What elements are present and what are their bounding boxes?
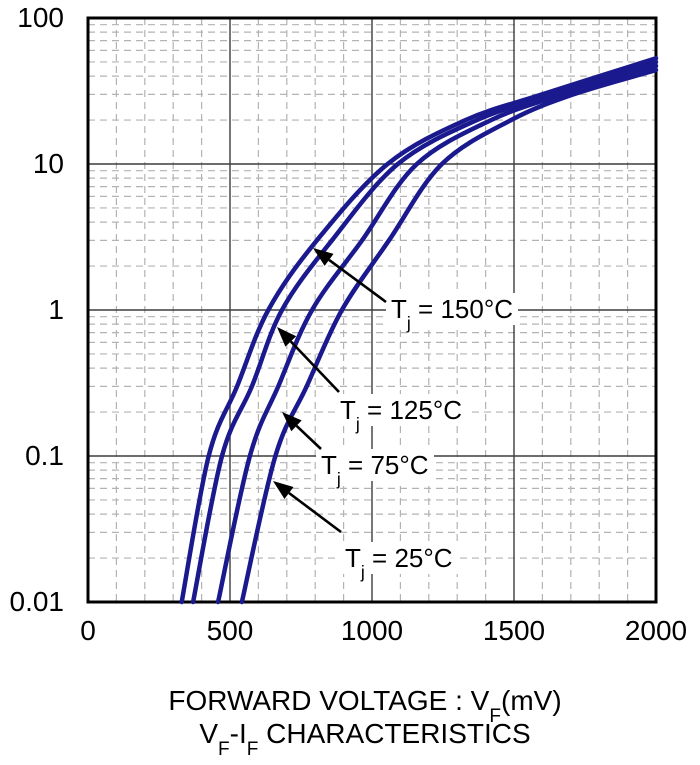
x-tick-label-0: 0 xyxy=(80,615,96,646)
label-text: V xyxy=(199,718,219,749)
label-text: T xyxy=(321,450,337,480)
x-axis-title: FORWARD VOLTAGE : VF(mV) VF-IF CHARACTER… xyxy=(30,684,700,759)
y-tick-label-100: 100 xyxy=(17,2,64,33)
y-tick-label-10: 10 xyxy=(32,148,64,179)
y-tick-label-0.01: 0.01 xyxy=(9,586,65,617)
subscript-text: j xyxy=(360,562,365,583)
subscript-text: j xyxy=(336,469,341,490)
label-text: T xyxy=(391,294,407,324)
label-text: = 150°C xyxy=(410,294,514,324)
label-text: = 75°C xyxy=(340,450,429,480)
subscript-text: F xyxy=(218,738,230,760)
label-text: FORWARD VOLTAGE : V xyxy=(168,685,490,716)
label-text: CHARACTERISTICS xyxy=(258,718,531,749)
label-text: (mV) xyxy=(501,685,562,716)
x-tick-label-1000: 1000 xyxy=(340,615,404,646)
label-text: = 125°C xyxy=(359,395,463,425)
y-tick-label-1: 1 xyxy=(48,294,64,325)
chart-title-line: VF-IF CHARACTERISTICS xyxy=(30,717,700,759)
label-text: T xyxy=(345,543,361,573)
y-tick-label-0.1: 0.1 xyxy=(25,440,64,471)
curve-label-tj-150c: Tj = 150°C xyxy=(386,293,519,332)
label-text: -I xyxy=(229,718,247,749)
x-axis-title-line: FORWARD VOLTAGE : VF(mV) xyxy=(30,684,700,726)
x-tick-label-500: 500 xyxy=(206,615,254,646)
curve-label-tj-75c: Tj = 75°C xyxy=(316,449,434,488)
curve-label-tj-25c: Tj = 25°C xyxy=(340,542,458,581)
label-text: = 25°C xyxy=(364,543,453,573)
subscript-text: F xyxy=(246,738,259,760)
x-tick-label-1500: 1500 xyxy=(482,615,546,646)
subscript-text: F xyxy=(489,705,501,727)
subscript-text: j xyxy=(406,313,411,334)
curve-label-tj-125c: Tj = 125°C xyxy=(335,394,468,433)
label-text: T xyxy=(340,395,356,425)
x-tick-label-2000: 2000 xyxy=(624,615,688,646)
subscript-text: j xyxy=(355,414,360,435)
